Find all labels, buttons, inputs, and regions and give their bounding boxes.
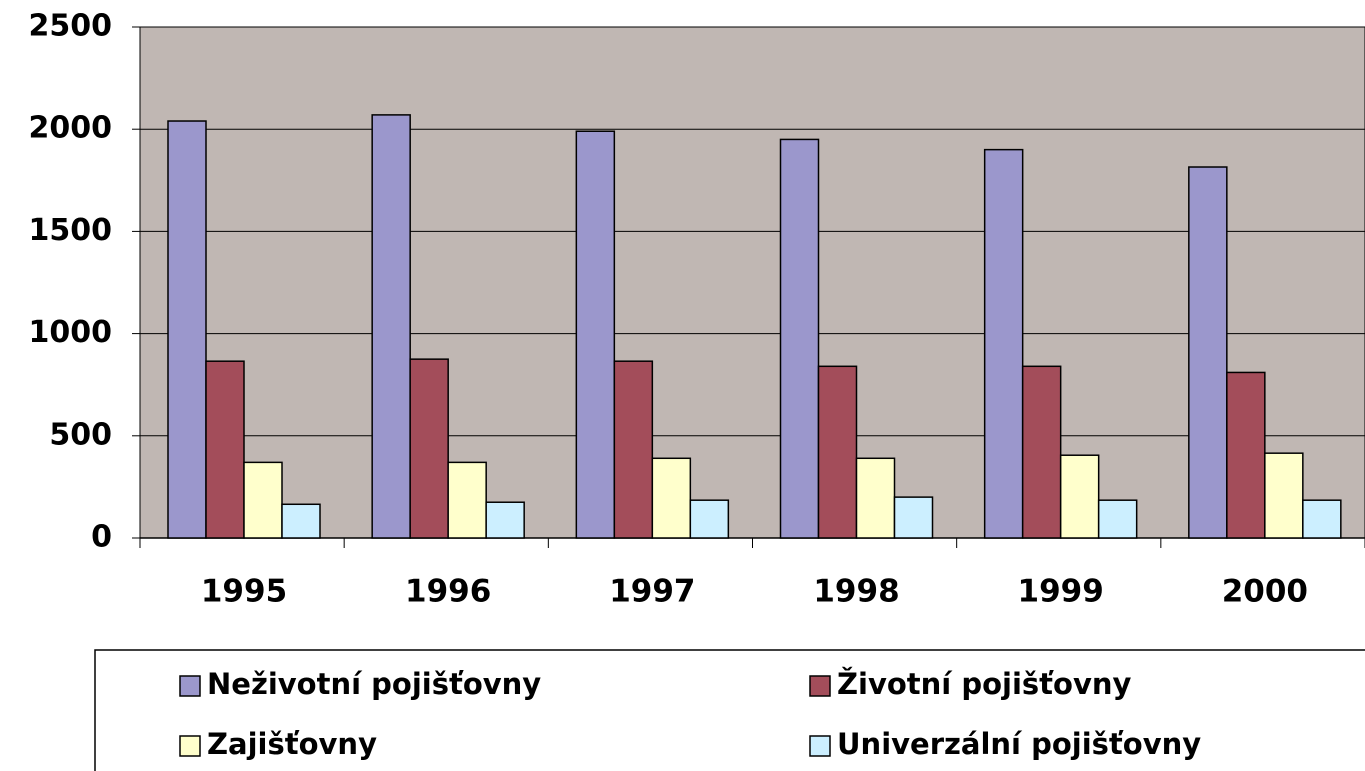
legend-swatch [179,675,201,697]
legend-swatch [809,735,831,757]
bar [205,360,245,539]
bar [779,138,820,539]
x-tick-label: 1999 [1018,574,1104,610]
bar [281,503,321,539]
y-tick-label: 1500 [29,213,113,248]
y-tick-label: 0 [91,520,112,555]
legend-swatch [179,735,201,757]
legend-swatch [809,675,831,697]
bar [167,120,207,539]
y-tick-label: 2500 [29,9,113,44]
bar [983,148,1024,539]
bar [1264,452,1304,539]
bar [893,496,934,539]
bar [1097,499,1138,539]
legend-label: Univerzální pojišťovny [837,727,1201,761]
x-tick-label: 1998 [813,574,899,610]
bar [575,130,616,539]
x-tick-label: 2000 [1222,574,1308,610]
legend-label: Neživotní pojišťovny [207,667,541,701]
bar [855,457,896,539]
bar [1302,499,1342,539]
bar [371,114,411,539]
bar [409,358,449,539]
legend-box [94,649,1365,771]
legend-label: Zajišťovny [207,727,377,761]
bar [817,365,858,539]
legend-label: Životní pojišťovny [837,667,1132,701]
bar [1059,454,1100,539]
x-tick-label: 1995 [201,574,287,610]
y-tick-label: 1000 [29,315,113,350]
bar [613,360,654,539]
y-tick-label: 2000 [29,111,113,146]
bar [485,501,525,539]
bar [1188,166,1228,539]
bar [651,457,692,539]
bar [1021,365,1062,539]
bar [243,461,283,539]
plot-area [139,26,1365,539]
x-tick-label: 1997 [609,574,695,610]
bar [447,461,487,539]
bar [689,499,730,539]
x-tick-label: 1996 [405,574,491,610]
bar [1226,371,1266,539]
y-tick-label: 500 [49,417,112,452]
